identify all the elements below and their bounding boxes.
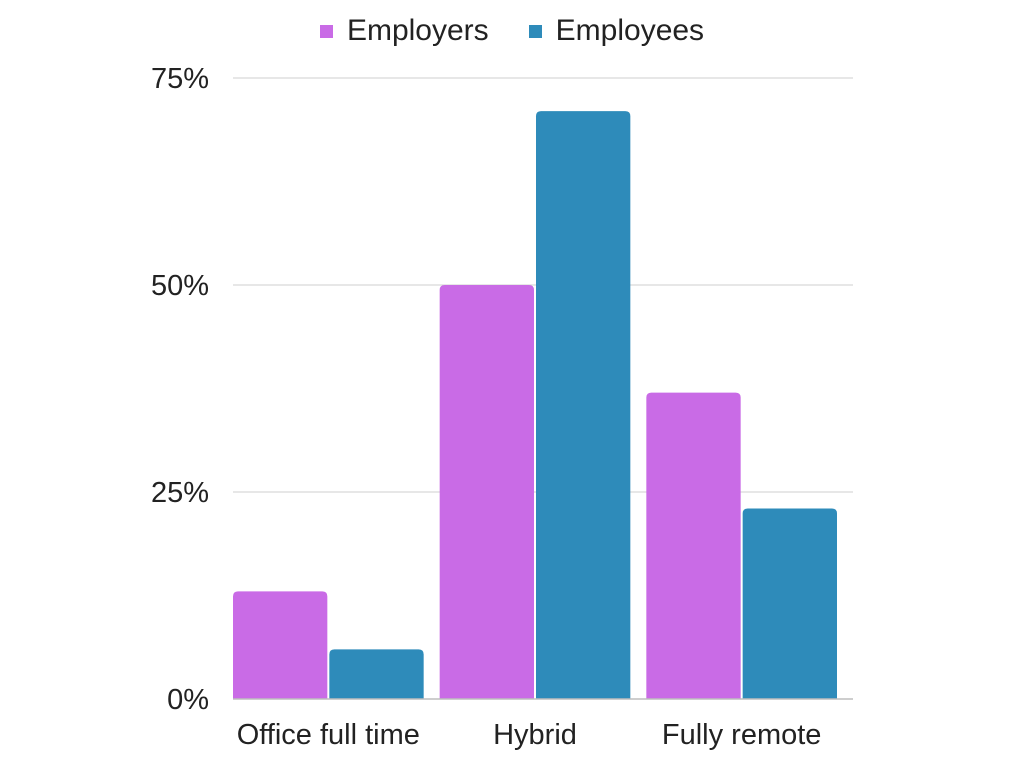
y-tick-label: 0% [167,684,209,716]
y-tick-label: 50% [151,270,209,302]
bar-employees-hybrid [536,111,631,700]
legend-swatch-employees [528,24,542,38]
bar-employers-office-full-time [233,591,328,699]
legend: Employers Employees [0,14,1024,48]
y-tick-label: 25% [151,477,209,509]
bar-employers-hybrid [439,285,534,699]
legend-swatch-employers [319,24,333,38]
legend-item-employers: Employers [319,14,489,48]
y-tick-label: 75% [151,63,209,95]
x-tick-label: Fully remote [662,719,822,751]
x-tick-label: Office full time [237,719,420,751]
legend-label-employees: Employees [555,14,705,47]
legend-label-employers: Employers [346,14,489,47]
bar-employers-fully-remote [646,392,741,699]
bar-employees-fully-remote [742,508,837,699]
legend-item-employees: Employees [528,14,705,48]
x-tick-label: Hybrid [493,719,577,751]
bar-employees-office-full-time [329,649,424,699]
